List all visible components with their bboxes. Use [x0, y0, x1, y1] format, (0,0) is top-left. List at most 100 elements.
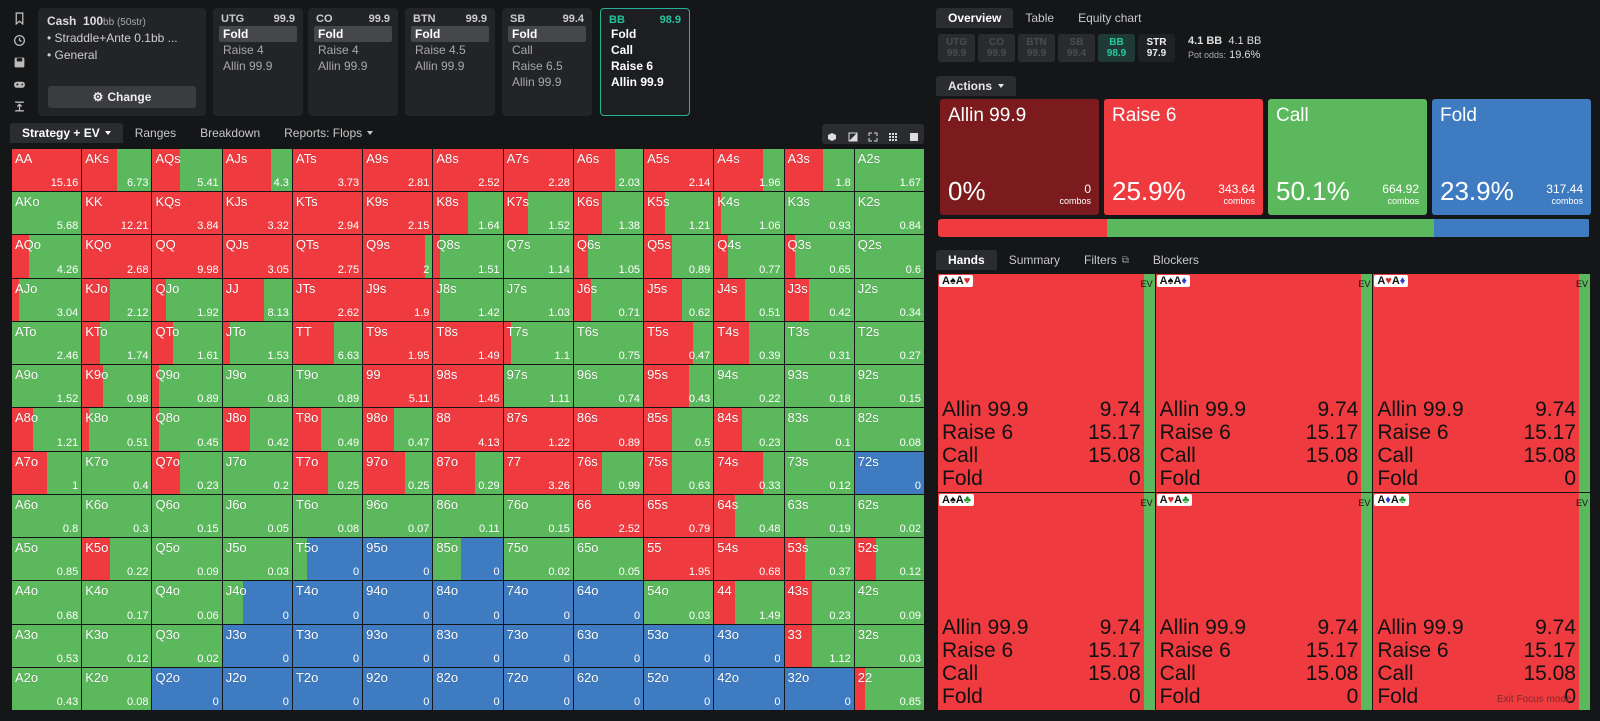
- matrix-cell[interactable]: AQs 5.41: [152, 149, 222, 192]
- position-option[interactable]: Fold: [219, 26, 297, 42]
- tab-overview[interactable]: Overview: [936, 8, 1014, 28]
- tab-blockers[interactable]: Blockers: [1152, 253, 1199, 267]
- position-option[interactable]: Raise 4: [318, 43, 359, 57]
- position-option[interactable]: Raise 6: [611, 59, 654, 73]
- matrix-cell[interactable]: 87o 0.29: [433, 451, 503, 494]
- matrix-cell[interactable]: Q9s 2: [363, 235, 433, 278]
- matrix-cell[interactable]: 65s 0.79: [644, 494, 714, 538]
- matrix-cell[interactable]: 64s 0.48: [714, 494, 784, 538]
- matrix-cell[interactable]: K7o 0.4: [82, 451, 152, 494]
- cube-icon[interactable]: [827, 129, 837, 141]
- matrix-cell[interactable]: A7o 1: [12, 451, 82, 494]
- matrix-cell[interactable]: TT 6.63: [292, 321, 363, 365]
- history-icon[interactable]: [11, 32, 27, 48]
- matrix-cell[interactable]: Q8s 1.51: [433, 235, 503, 278]
- matrix-cell[interactable]: QTo 1.61: [152, 321, 222, 365]
- matrix-cell[interactable]: 55 1.95: [644, 538, 714, 581]
- position-sb[interactable]: SB 99.4 Fold Call Raise 6.5 Allin 99.9: [502, 8, 592, 116]
- matrix-cell[interactable]: K7s 1.52: [503, 192, 573, 235]
- matrix-cell[interactable]: J7s 1.03: [503, 278, 573, 321]
- matrix-cell[interactable]: ATs 3.73: [292, 149, 363, 192]
- matrix-cell[interactable]: 75s 0.63: [644, 451, 714, 494]
- matrix-cell[interactable]: A3o 0.53: [12, 624, 82, 667]
- strip-co[interactable]: CO 99.9: [978, 34, 1015, 62]
- matrix-cell[interactable]: 86o 0.11: [433, 494, 503, 538]
- position-btn[interactable]: BTN 99.9 Fold Raise 4.5 Allin 99.9: [405, 8, 495, 116]
- matrix-cell[interactable]: Q4s 0.77: [714, 235, 784, 278]
- matrix-cell[interactable]: J6o 0.05: [222, 494, 292, 538]
- save-icon[interactable]: [11, 54, 27, 70]
- square-icon[interactable]: [909, 129, 919, 141]
- matrix-cell[interactable]: 95s 0.43: [644, 365, 714, 408]
- matrix-cell[interactable]: J2o 0: [222, 667, 292, 710]
- matrix-cell[interactable]: A8s 2.52: [433, 149, 503, 192]
- matrix-cell[interactable]: T4s 0.39: [714, 321, 784, 365]
- action-card-raise[interactable]: Raise 6 25.9% 343.64 combos: [1104, 99, 1263, 215]
- matrix-cell[interactable]: K8s 1.64: [433, 192, 503, 235]
- matrix-cell[interactable]: 72o 0: [503, 667, 573, 710]
- hand-combo-cell[interactable]: A♦A♣ EV Allin 99.9 9.74 Raise 6 15.17 Call 15.0…: [1373, 492, 1590, 710]
- matrix-cell[interactable]: Q2s 0.6: [854, 235, 924, 278]
- matrix-cell[interactable]: A4s 1.96: [714, 149, 784, 192]
- matrix-cell[interactable]: 82o 0: [433, 667, 503, 710]
- matrix-cell[interactable]: 74s 0.33: [714, 451, 784, 494]
- matrix-cell[interactable]: 76s 0.99: [573, 451, 644, 494]
- position-option[interactable]: Allin 99.9: [223, 59, 273, 73]
- matrix-cell[interactable]: 52o 0: [644, 667, 714, 710]
- position-option[interactable]: Raise 4.5: [415, 43, 466, 57]
- matrix-cell[interactable]: T6s 0.75: [573, 321, 644, 365]
- matrix-cell[interactable]: Q8o 0.45: [152, 408, 222, 451]
- matrix-cell[interactable]: 42o 0: [714, 667, 784, 710]
- matrix-cell[interactable]: T6o 0.08: [292, 494, 363, 538]
- strip-bb[interactable]: BB 98.9: [1098, 34, 1135, 62]
- matrix-cell[interactable]: K5s 1.21: [644, 192, 714, 235]
- change-button[interactable]: ⚙ Change: [48, 86, 196, 108]
- upload-icon[interactable]: [11, 98, 27, 114]
- matrix-cell[interactable]: K4s 1.06: [714, 192, 784, 235]
- matrix-cell[interactable]: 54o 0.03: [644, 581, 714, 624]
- matrix-cell[interactable]: Q9o 0.89: [152, 365, 222, 408]
- strip-sb[interactable]: SB 99.4: [1058, 34, 1095, 62]
- matrix-cell[interactable]: J6s 0.71: [573, 278, 644, 321]
- matrix-cell[interactable]: 44 1.49: [714, 581, 784, 624]
- matrix-cell[interactable]: T2s 0.27: [854, 321, 924, 365]
- tab-breakdown[interactable]: Breakdown: [200, 126, 261, 140]
- matrix-cell[interactable]: AA 15.16: [12, 149, 82, 192]
- position-bb[interactable]: BB 98.9 Fold Call Raise 6 Allin 99.9: [600, 8, 690, 116]
- matrix-cell[interactable]: 97o 0.25: [363, 451, 433, 494]
- matrix-cell[interactable]: 73s 0.12: [784, 451, 854, 494]
- matrix-cell[interactable]: 84s 0.23: [714, 408, 784, 451]
- matrix-cell[interactable]: A9o 1.52: [12, 365, 82, 408]
- matrix-cell[interactable]: T8o 0.49: [292, 408, 363, 451]
- matrix-cell[interactable]: 66 2.52: [573, 494, 644, 538]
- matrix-cell[interactable]: KTo 1.74: [82, 321, 152, 365]
- matrix-cell[interactable]: 75o 0.02: [503, 538, 573, 581]
- matrix-cell[interactable]: KJo 2.12: [82, 278, 152, 321]
- matrix-cell[interactable]: AJo 3.04: [12, 278, 82, 321]
- matrix-cell[interactable]: 53o 0: [644, 624, 714, 667]
- position-option[interactable]: Call: [512, 43, 533, 57]
- matrix-cell[interactable]: A5s 2.14: [644, 149, 714, 192]
- matrix-cell[interactable]: 74o 0: [503, 581, 573, 624]
- matrix-cell[interactable]: T4o 0: [292, 581, 363, 624]
- position-co[interactable]: CO 99.9 Fold Raise 4 Allin 99.9: [308, 8, 398, 116]
- position-option[interactable]: Raise 6.5: [512, 59, 563, 73]
- matrix-cell[interactable]: 53s 0.37: [784, 538, 854, 581]
- matrix-cell[interactable]: QTs 2.75: [292, 235, 363, 278]
- matrix-cell[interactable]: 32s 0.03: [854, 624, 924, 667]
- matrix-cell[interactable]: 76o 0.15: [503, 494, 573, 538]
- matrix-cell[interactable]: KK 12.21: [82, 192, 152, 235]
- tab-strategy-ev[interactable]: Strategy + EV: [10, 123, 123, 143]
- matrix-cell[interactable]: 95o 0: [363, 538, 433, 581]
- matrix-cell[interactable]: 82s 0.08: [854, 408, 924, 451]
- matrix-cell[interactable]: 97s 1.11: [503, 365, 573, 408]
- position-option[interactable]: Fold: [314, 26, 392, 42]
- matrix-cell[interactable]: 43o 0: [714, 624, 784, 667]
- matrix-cell[interactable]: AKo 5.68: [12, 192, 82, 235]
- matrix-cell[interactable]: T3s 0.31: [784, 321, 854, 365]
- matrix-cell[interactable]: Q6s 1.05: [573, 235, 644, 278]
- matrix-cell[interactable]: KQo 2.68: [82, 235, 152, 278]
- matrix-cell[interactable]: 42s 0.09: [854, 581, 924, 624]
- matrix-cell[interactable]: K5o 0.22: [82, 538, 152, 581]
- bookmark-icon[interactable]: [11, 10, 27, 26]
